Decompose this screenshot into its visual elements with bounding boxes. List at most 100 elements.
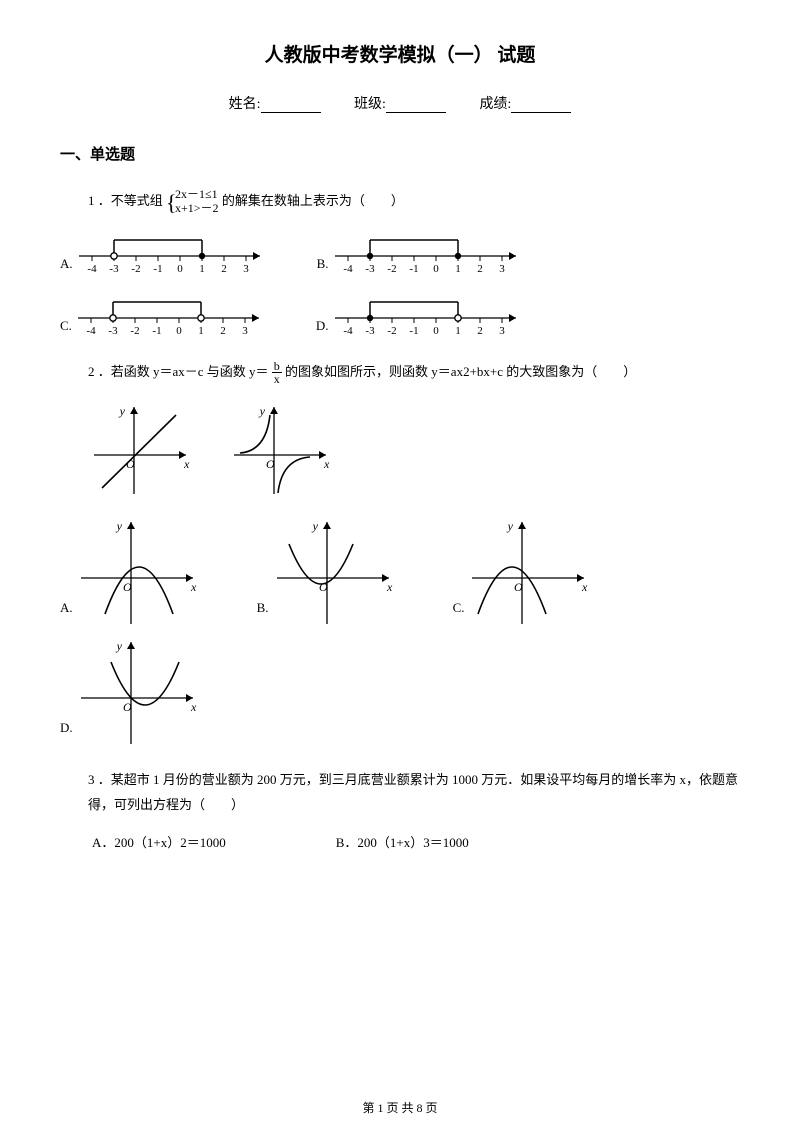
graph-line: yxO [90,403,190,498]
parabola-c: y x O [468,518,588,628]
svg-text:2: 2 [477,263,483,275]
opt-label-a2: A. [60,600,73,628]
q3-option-b: B．200（1+x）3＝1000 [336,831,469,856]
score-blank [511,99,571,113]
svg-text:-1: -1 [153,263,162,275]
svg-text:x: x [183,457,190,471]
svg-text:-1: -1 [409,263,418,275]
svg-text:y: y [115,639,122,653]
svg-text:-3: -3 [365,325,375,337]
opt-label-a: A. [60,256,73,278]
class-label: 班级: [354,97,386,112]
svg-text:x: x [190,580,197,594]
q2-options: A. y x O B. y x O C. y x O D. y x O [60,518,740,748]
q1-options: A. -4-3-2-10123 B. -4-3-2-10123 C. -4-3-… [60,234,740,340]
parabola-a: y x O [77,518,197,628]
svg-text:-2: -2 [387,263,396,275]
svg-text:3: 3 [499,263,505,275]
svg-text:0: 0 [176,325,182,337]
q2-option-d: D. y x O [60,638,197,748]
section-heading: 一、单选题 [60,143,740,164]
opt-label-c: C. [60,318,72,340]
svg-text:-4: -4 [343,263,353,275]
svg-text:x: x [581,580,588,594]
question-3: 3 ．某超市 1 月份的营业额为 200 万元，到三月底营业额累计为 1000 … [60,768,740,856]
svg-text:1: 1 [198,325,204,337]
q2-option-a: A. y x O [60,518,197,628]
svg-text:x: x [190,700,197,714]
numberline-d: -4 -3 -2 -1 0 1 2 3 [333,296,523,340]
svg-text:1: 1 [455,325,461,337]
opt-label-b: B. [317,256,329,278]
svg-text:O: O [266,457,275,471]
svg-text:3: 3 [243,263,249,275]
svg-text:-1: -1 [409,325,418,337]
parabola-b: yxO [273,518,393,628]
q1-option-b: B. -4 -3 -2 -1 0 1 2 3 [317,234,523,278]
parabola-d: y x O [77,638,197,748]
q2-fraction: b x [272,360,282,385]
svg-text:1: 1 [199,263,205,275]
svg-text:O: O [514,580,523,594]
q3-option-a: A．200（1+x）2＝1000 [92,831,226,856]
svg-text:-3: -3 [108,325,118,337]
opt-label-b2: B. [257,600,269,628]
svg-text:y: y [311,519,318,533]
q1-eq2: x+1>－2 [175,201,219,215]
q3-text: 3 ．某超市 1 月份的营业额为 200 万元，到三月底营业额累计为 1000 … [88,772,738,812]
graph-hyperbola: y x O [230,403,330,498]
svg-text:0: 0 [433,263,439,275]
class-blank [386,99,446,113]
svg-text:-4: -4 [87,263,97,275]
svg-text:3: 3 [242,325,248,337]
svg-text:0: 0 [433,325,439,337]
svg-text:y: y [259,404,266,418]
q2-option-c: C. y x O [453,518,589,628]
opt-label-d2: D. [60,720,73,748]
q1-eq1: 2x－1≤1 [175,187,218,201]
numberline-c: -4 -3 -2 -1 0 1 2 3 [76,296,266,340]
page-title: 人教版中考数学模拟（一） 试题 [60,40,740,67]
svg-text:3: 3 [499,325,505,337]
q3-options: A．200（1+x）2＝1000 B．200（1+x）3＝1000 [88,831,740,856]
name-blank [261,99,321,113]
svg-text:1: 1 [455,263,461,275]
numberline-a: -4 -3 -2 -1 0 1 2 3 [77,234,267,278]
svg-text:0: 0 [177,263,183,275]
question-1: 1 ．不等式组 2x－1≤1 x+1>－2 的解集在数轴上表示为（ ） [60,188,740,216]
svg-text:2: 2 [220,325,226,337]
svg-text:-4: -4 [86,325,96,337]
svg-text:2: 2 [477,325,483,337]
q1-prefix: 1 ．不等式组 [88,193,166,208]
q2-option-b: B. yxO [257,518,393,628]
svg-text:-2: -2 [130,325,139,337]
q2-post: 的图象如图所示，则函数 y＝ax2+bx+c 的大致图象为（ ） [285,364,636,379]
svg-text:y: y [507,519,514,533]
svg-text:2: 2 [221,263,227,275]
svg-text:-1: -1 [152,325,161,337]
score-label: 成绩: [479,97,511,112]
opt-label-d: D. [316,318,329,340]
q1-option-a: A. -4 -3 -2 -1 0 1 2 3 [60,234,267,278]
svg-text:x: x [323,457,330,471]
svg-text:x: x [386,580,393,594]
q1-suffix: 的解集在数轴上表示为（ ） [222,193,404,208]
svg-text:-3: -3 [365,263,375,275]
svg-text:O: O [123,580,132,594]
name-label: 姓名: [229,97,261,112]
svg-text:O: O [123,700,132,714]
q1-option-c: C. -4 -3 -2 -1 0 1 2 3 [60,296,266,340]
svg-text:y: y [115,519,122,533]
svg-text:-4: -4 [343,325,353,337]
header-fields: 姓名: 班级: 成绩: [60,93,740,113]
q2-pre: 2 ．若函数 y＝ax－c 与函数 y＝ [88,364,269,379]
svg-text:y: y [119,404,126,418]
svg-text:-2: -2 [387,325,396,337]
numberline-b: -4 -3 -2 -1 0 1 2 3 [333,234,523,278]
svg-text:-2: -2 [131,263,140,275]
q2-frac-den: x [272,373,282,385]
opt-label-c2: C. [453,600,465,628]
page-footer: 第 1 页 共 8 页 [0,1099,800,1116]
svg-text:-3: -3 [109,263,119,275]
q1-option-d: D. -4 -3 -2 -1 0 1 2 3 [316,296,523,340]
